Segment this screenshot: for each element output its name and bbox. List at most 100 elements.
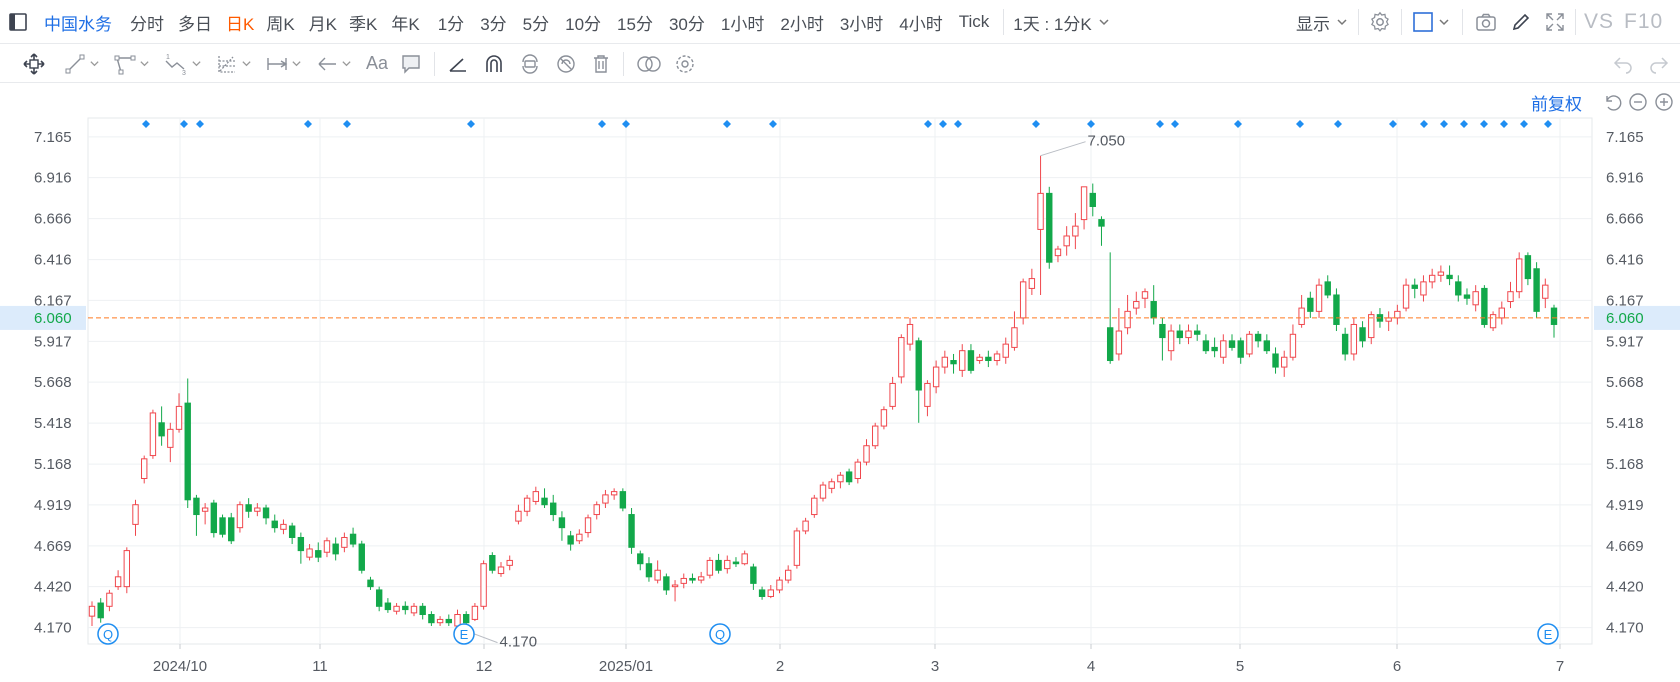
candle <box>576 529 583 545</box>
chevron-down-icon[interactable] <box>1098 16 1110 28</box>
candle <box>149 409 157 459</box>
candle-body <box>358 543 365 571</box>
candle <box>1185 324 1192 345</box>
candle-body <box>489 555 496 571</box>
fullscreen-icon[interactable] <box>1545 12 1565 32</box>
period-tab[interactable]: 日K <box>226 14 255 34</box>
candle-body <box>228 517 235 542</box>
trash-icon[interactable] <box>591 53 611 75</box>
layout-toggle-icon[interactable] <box>6 10 30 34</box>
line-tool-icon[interactable] <box>64 53 86 75</box>
candle <box>1498 301 1505 325</box>
zoom-out-icon[interactable] <box>1628 92 1648 112</box>
divider <box>1358 9 1359 35</box>
chevron-down-icon[interactable] <box>89 58 100 69</box>
box-select-icon[interactable] <box>1412 11 1434 33</box>
reset-icon[interactable] <box>1602 92 1622 112</box>
candle-body <box>950 360 957 365</box>
candle <box>1489 311 1497 332</box>
event-marker <box>196 120 204 128</box>
period-tab[interactable]: 分时 <box>130 14 164 34</box>
gear-icon[interactable] <box>1369 11 1391 33</box>
candle <box>1063 226 1070 256</box>
chevron-down-icon[interactable] <box>1438 16 1450 28</box>
chevron-down-icon[interactable] <box>291 58 302 69</box>
period-select[interactable]: 1天 : 1分K <box>1013 14 1092 34</box>
compare-icon[interactable] <box>636 53 662 75</box>
angle-tool-icon[interactable] <box>447 53 469 75</box>
candle-body <box>610 491 618 496</box>
channel-tool-icon[interactable] <box>114 53 136 75</box>
candle <box>297 532 305 564</box>
candle-body <box>811 497 818 516</box>
arrow-tool-icon[interactable] <box>316 53 338 75</box>
x-tick-label: 5 <box>1236 658 1244 675</box>
period-tab[interactable]: 周K <box>266 14 295 34</box>
period-tab[interactable]: 季K <box>349 14 378 34</box>
history-controls <box>1612 44 1670 83</box>
candle <box>375 586 383 612</box>
period-tab[interactable]: 30分 <box>668 14 705 34</box>
comment-tool-icon[interactable] <box>400 53 422 75</box>
candlestick-chart[interactable]: 7.165 7.165 6.916 6.916 6.666 6.666 6.416 6.416… <box>0 83 1680 682</box>
candle-body <box>1333 294 1340 325</box>
candle <box>210 499 218 538</box>
chevron-down-icon[interactable] <box>139 58 150 69</box>
redo-icon[interactable] <box>1648 54 1670 74</box>
candle <box>750 563 757 590</box>
display-dropdown[interactable]: 显示 <box>1296 14 1330 34</box>
chevron-down-icon[interactable] <box>191 58 202 69</box>
chevron-down-icon[interactable] <box>1336 16 1348 28</box>
candle-body <box>593 504 600 516</box>
period-tab[interactable]: 4小时 <box>899 14 943 34</box>
candle <box>1402 278 1410 312</box>
hide-draw-icon[interactable] <box>555 53 577 75</box>
candle-body <box>254 507 261 512</box>
period-tab[interactable]: 3小时 <box>839 14 884 34</box>
period-tab[interactable]: 1分 <box>437 14 465 34</box>
period-tab[interactable]: Tick <box>958 12 990 31</box>
chevron-down-icon[interactable] <box>241 58 252 69</box>
magnet-icon[interactable] <box>483 53 505 75</box>
period-tab[interactable]: 年K <box>391 14 420 34</box>
candle <box>1333 288 1340 332</box>
period-tab[interactable]: 1小时 <box>720 14 765 34</box>
move-cross-icon[interactable] <box>22 52 46 76</box>
candle-body <box>906 323 914 345</box>
undo-icon[interactable] <box>1612 54 1634 74</box>
candle <box>741 550 748 566</box>
candle <box>993 350 1001 366</box>
period-tab[interactable]: 10分 <box>565 14 602 34</box>
candle-body <box>819 484 827 499</box>
measure-tool-icon[interactable] <box>266 53 288 75</box>
period-tab[interactable]: 2小时 <box>780 14 824 34</box>
period-tab[interactable]: 多日 <box>178 14 212 34</box>
chevron-down-icon[interactable] <box>341 58 352 69</box>
fq-adjust-button[interactable]: 前复权 <box>1531 94 1582 114</box>
vs-button[interactable]: VS <box>1584 10 1615 33</box>
candle <box>671 580 679 602</box>
settings-icon[interactable] <box>674 53 696 75</box>
period-tab[interactable]: 月K <box>308 14 338 34</box>
f10-button[interactable]: F10 <box>1624 10 1664 33</box>
zoom-in-icon[interactable] <box>1654 92 1674 112</box>
candle-body <box>88 605 96 617</box>
camera-icon[interactable] <box>1475 12 1497 32</box>
lock-draw-icon[interactable] <box>519 53 541 75</box>
event-badge-label: Q <box>103 627 113 642</box>
period-tab[interactable]: 3分 <box>480 14 507 34</box>
candle-body <box>210 502 218 534</box>
candle <box>950 353 957 374</box>
period-tab[interactable]: 15分 <box>617 14 653 34</box>
candle-body <box>97 602 104 619</box>
candle <box>941 350 949 374</box>
candle-body <box>845 471 853 483</box>
stock-name[interactable]: 中国水务 <box>44 14 112 34</box>
text-tool-button[interactable]: Aa <box>366 53 389 73</box>
candle-body <box>271 520 278 529</box>
fib-tool-icon[interactable] <box>216 53 238 75</box>
candle-body <box>1098 219 1105 227</box>
pencil-icon[interactable] <box>1511 12 1531 32</box>
period-tab[interactable]: 5分 <box>522 14 550 34</box>
